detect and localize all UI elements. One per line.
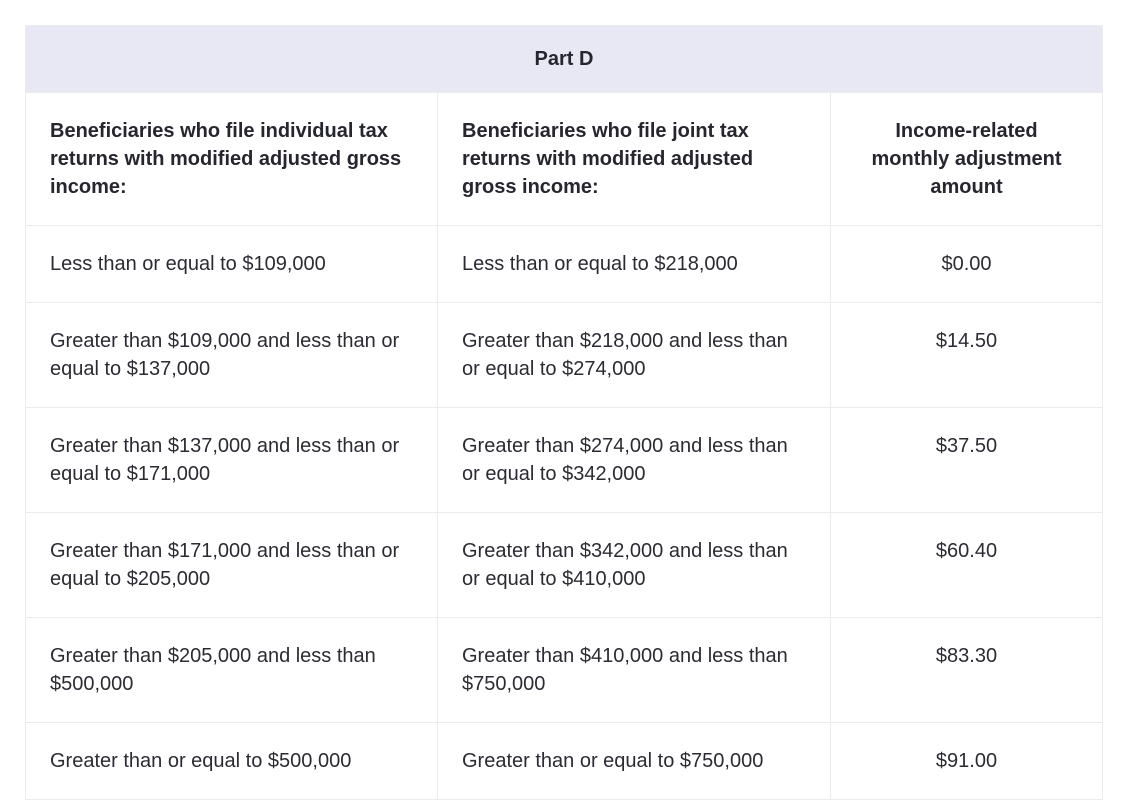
column-header-individual-returns: Beneficiaries who file individual tax re… — [25, 92, 438, 226]
column-header-joint-returns: Beneficiaries who file joint tax returns… — [437, 92, 831, 226]
individual-income-cell: Greater than $109,000 and less than or e… — [25, 302, 438, 408]
joint-income-cell: Greater than or equal to $750,000 — [437, 722, 831, 800]
adjustment-amount-cell: $0.00 — [830, 225, 1103, 303]
individual-income-cell: Less than or equal to $109,000 — [25, 225, 438, 303]
individual-income-cell: Greater than $137,000 and less than or e… — [25, 407, 438, 513]
part-d-irmaa-table: Part D Beneficiaries who file individual… — [25, 25, 1103, 800]
table-caption: Part D — [25, 25, 1103, 93]
table-row: Greater than $171,000 and less than or e… — [25, 512, 1103, 618]
table-row: Less than or equal to $109,000 Less than… — [25, 225, 1103, 303]
table-row: Greater than $205,000 and less than $500… — [25, 617, 1103, 723]
table-row: Greater than $137,000 and less than or e… — [25, 407, 1103, 513]
adjustment-amount-cell: $37.50 — [830, 407, 1103, 513]
joint-income-cell: Greater than $342,000 and less than or e… — [437, 512, 831, 618]
individual-income-cell: Greater than or equal to $500,000 — [25, 722, 438, 800]
adjustment-amount-cell: $60.40 — [830, 512, 1103, 618]
joint-income-cell: Greater than $274,000 and less than or e… — [437, 407, 831, 513]
joint-income-cell: Less than or equal to $218,000 — [437, 225, 831, 303]
individual-income-cell: Greater than $171,000 and less than or e… — [25, 512, 438, 618]
adjustment-amount-cell: $91.00 — [830, 722, 1103, 800]
table-row: Greater than $109,000 and less than or e… — [25, 302, 1103, 408]
individual-income-cell: Greater than $205,000 and less than $500… — [25, 617, 438, 723]
adjustment-amount-cell: $83.30 — [830, 617, 1103, 723]
column-header-adjustment-amount: Income-related monthly adjustment amount — [830, 92, 1103, 226]
joint-income-cell: Greater than $218,000 and less than or e… — [437, 302, 831, 408]
table-row: Greater than or equal to $500,000 Greate… — [25, 722, 1103, 800]
adjustment-amount-cell: $14.50 — [830, 302, 1103, 408]
caption-row: Part D — [25, 25, 1103, 93]
joint-income-cell: Greater than $410,000 and less than $750… — [437, 617, 831, 723]
column-header-row: Beneficiaries who file individual tax re… — [25, 92, 1103, 226]
